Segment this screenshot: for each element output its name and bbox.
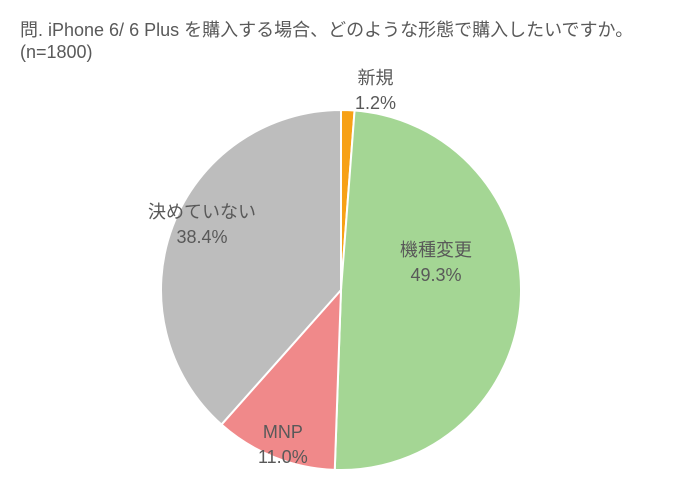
slice-label-name: 決めていない (148, 200, 256, 225)
slice-label-pct: 11.0% (258, 445, 308, 470)
slice-label-name: MNP (258, 420, 308, 445)
slice-label-name: 機種変更 (400, 238, 472, 263)
slice-label: MNP11.0% (258, 420, 308, 470)
slice-label-pct: 49.3% (400, 263, 472, 288)
slice-label: 新規1.2% (355, 66, 396, 116)
slice-label-pct: 38.4% (148, 225, 256, 250)
slice-label-pct: 1.2% (355, 91, 396, 116)
slice-label-name: 新規 (355, 66, 396, 91)
pie-chart (0, 0, 683, 500)
slice-label: 機種変更49.3% (400, 238, 472, 288)
pie-slice (335, 111, 521, 470)
slice-label: 決めていない38.4% (148, 200, 256, 250)
